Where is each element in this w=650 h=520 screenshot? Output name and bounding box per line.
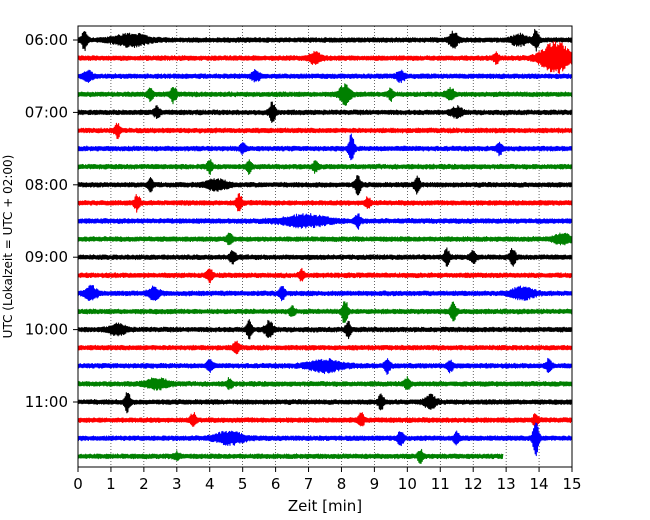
x-tick-label: 8 xyxy=(337,475,347,493)
trace-0630 xyxy=(77,68,573,84)
trace-0945 xyxy=(77,301,573,324)
trace-1100 xyxy=(77,392,573,414)
x-tick-label: 1 xyxy=(106,475,116,493)
trace-1145 xyxy=(77,448,504,464)
y-tick-label: 07:00 xyxy=(25,103,68,121)
trace-0915 xyxy=(77,267,573,284)
trace-0715 xyxy=(77,122,573,140)
trace-0845 xyxy=(77,232,573,246)
x-tick-label: 3 xyxy=(172,475,182,493)
trace-1030 xyxy=(77,357,573,376)
trace-1130 xyxy=(77,422,573,457)
trace-1015 xyxy=(77,340,573,355)
trace-rows xyxy=(77,28,573,464)
trace-0615 xyxy=(77,41,573,74)
trace-0815 xyxy=(77,192,573,213)
plot-area-frame xyxy=(77,25,573,468)
x-axis-ticks: 0 1 2 3 4 5 6 7 8 9 10 11 12 13 14 15 xyxy=(73,467,582,493)
x-tick-label: 0 xyxy=(73,475,83,493)
x-tick-label: 7 xyxy=(304,475,314,493)
y-tick-label: 08:00 xyxy=(25,176,68,194)
x-tick-label: 10 xyxy=(398,475,417,493)
x-tick-label: 12 xyxy=(464,475,483,493)
x-tick-label: 11 xyxy=(431,475,450,493)
x-tick-label: 4 xyxy=(205,475,215,493)
y-tick-label: 06:00 xyxy=(25,31,68,49)
y-tick-label: 10:00 xyxy=(25,321,68,339)
trace-1045 xyxy=(77,375,573,391)
x-tick-label: 5 xyxy=(238,475,248,493)
trace-0730 xyxy=(77,133,573,161)
y-axis-ticks: 06:00 07:00 08:00 09:00 10:00 11:00 xyxy=(25,31,78,411)
trace-0645 xyxy=(77,83,573,106)
trace-0830 xyxy=(77,213,573,230)
x-tick-label: 15 xyxy=(562,475,581,493)
y-tick-label: 11:00 xyxy=(25,393,68,411)
x-axis-label: Zeit [min] xyxy=(288,497,362,515)
trace-0700 xyxy=(77,101,573,124)
y-tick-label: 09:00 xyxy=(25,248,68,266)
x-tick-label: 13 xyxy=(497,475,516,493)
trace-1000 xyxy=(77,319,573,340)
trace-0800 xyxy=(77,175,573,196)
x-tick-label: 2 xyxy=(139,475,149,493)
trace-0600 xyxy=(77,28,573,52)
trace-0930 xyxy=(77,284,573,302)
y-axis-label: UTC (Lokalzeit = UTC + 02:00) xyxy=(1,155,15,339)
trace-0900 xyxy=(77,247,573,267)
x-tick-label: 6 xyxy=(271,475,281,493)
trace-1115 xyxy=(77,412,573,427)
x-tick-label: 9 xyxy=(370,475,380,493)
x-tick-label: 14 xyxy=(530,475,549,493)
trace-0745 xyxy=(77,159,573,175)
